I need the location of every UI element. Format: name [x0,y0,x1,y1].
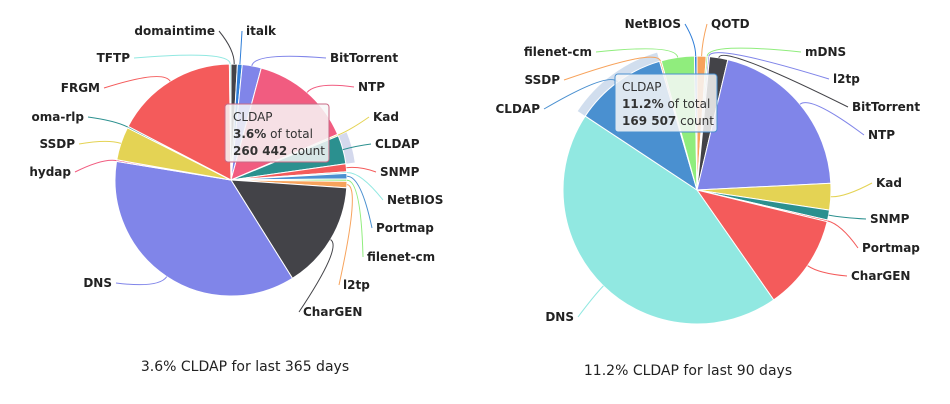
connector-cldap-365 [342,143,372,151]
connector-bittorrent-90 [718,54,849,108]
pie-connectors-90 [543,23,873,318]
slice-label-dns-90: DNS [545,310,574,324]
connector-kad-365 [337,116,370,136]
connector-filenet-cm-90 [595,48,679,58]
tooltip-pct-365: 3.6% [233,127,266,141]
slice-label-filenet-cm-90: filenet-cm [524,45,592,59]
connector-qotd-90 [701,23,708,57]
slice-label-mdns-90: mDNS [805,45,846,59]
pie-labels-90: QOTD mDNS l2tp BitTorrent NTP Kad SNMP Portmap C… [496,17,921,324]
connector-bittorrent-365 [251,55,327,67]
slice-label-kad-365: Kad [373,110,399,124]
tooltip-count-suffix-365: count [287,144,325,158]
tooltip-name-365: CLDAP [233,110,273,124]
tooltip-count-365: 260 442 [233,144,287,158]
tooltip-name-90: CLDAP [622,80,662,94]
slice-label-cldap-365: CLDAP [375,137,420,151]
slice-label-tftp-365: TFTP [97,51,131,65]
connector-mdns-90 [706,47,802,57]
connector-netbios-90 [684,23,697,57]
connector-ntp-365 [306,84,355,93]
connector-tftp-365 [133,54,231,65]
slice-label-domaintime-365: domaintime [134,24,215,38]
connector-domaintime-365 [218,30,235,65]
slice-label-snmp-365: SNMP [380,165,420,179]
slice-label-chargen-365: CharGEN [303,305,362,319]
slice-label-kad-90: Kad [876,176,902,190]
connector-l2tp-365 [338,184,353,286]
slice-label-l2tp-365: l2tp [343,278,370,292]
pie-chart-90-days: QOTD mDNS l2tp BitTorrent NTP Kad SNMP Portmap C… [496,17,921,379]
tooltip-pct-line-365: 3.6% of total [233,127,313,141]
tooltip-box-365 [224,103,330,163]
slice-label-ntp-365: NTP [358,80,385,94]
tooltip-pct-90: 11.2% [622,97,664,111]
tooltip-pct-line-90: 11.2% of total [622,97,710,111]
connector-l2tp-90 [708,52,830,80]
tooltip-count-line-90: 169 507 count [622,114,714,128]
tooltip-pct-suffix-90: of total [664,97,711,111]
connector-frgm-365 [103,76,171,89]
tooltip-count-90: 169 507 [622,114,676,128]
connector-filenet-cm-365 [346,179,364,258]
slice-label-ssdp-365: SSDP [39,137,75,151]
tooltip-365: CLDAP 3.6% of total 260 442 count [224,103,330,163]
slice-label-bittorrent-90: BitTorrent [852,100,920,114]
slice-label-chargen-90: CharGEN [851,269,910,283]
slice-label-qotd-90: QOTD [711,17,750,31]
connector-ssdp-90 [563,56,661,81]
slice-label-italk-365: italk [246,24,277,38]
tooltip-count-line-365: 260 442 count [233,144,325,158]
connector-snmp-365 [346,166,377,173]
slice-label-portmap-90: Portmap [862,241,920,255]
slice-chargen-90[interactable] [695,189,828,301]
slice-label-ssdp-90: SSDP [524,73,560,87]
connector-ssdp-365 [78,140,122,145]
tooltip-box-90 [614,73,718,133]
connector-kad-90 [830,182,873,198]
connector-dns-365 [115,276,168,286]
slice-label-ntp-90: NTP [868,128,895,142]
pie-slices-365 [114,63,355,297]
slice-label-hydap-365: hydap [29,165,71,179]
pie-labels-365: domaintime italk BitTorrent NTP Kad CLDAP SNMP… [29,24,443,319]
connector-portmap-365 [346,175,373,229]
slice-label-portmap-365: Portmap [376,221,434,235]
connector-hydap-365 [74,159,117,173]
connector-italk-365 [239,30,243,65]
connector-netbios-365 [346,172,384,201]
slice-label-netbios-365: NetBIOS [387,193,443,207]
slice-label-bittorrent-365: BitTorrent [330,51,398,65]
connector-ntp-90 [799,102,865,136]
tooltip-90: CLDAP 11.2% of total 169 507 count [614,73,718,133]
slice-label-snmp-90: SNMP [870,212,910,226]
connector-dns-90 [577,285,604,318]
connector-chargen-365 [298,239,334,313]
slice-dns-90[interactable] [562,115,775,325]
connector-oma-rlp-365 [87,116,129,128]
pie-connectors-365 [74,30,384,313]
slice-chargen-365[interactable] [230,179,348,280]
slice-label-cldap-90: CLDAP [496,102,541,116]
slice-label-netbios-90: NetBIOS [625,17,681,31]
slice-frgm-365[interactable] [127,63,232,181]
caption-365-days: 3.6% CLDAP for last 365 days [141,359,349,375]
connector-snmp-90 [828,214,867,220]
slice-label-dns-365: DNS [83,276,112,290]
connector-chargen-90 [807,265,848,277]
tooltip-count-suffix-90: count [676,114,714,128]
slice-label-frgm-365: FRGM [61,81,100,95]
slice-label-oma-rlp-365: oma-rlp [32,110,85,124]
slice-label-l2tp-90: l2tp [833,72,860,86]
pie-chart-365-days: domaintime italk BitTorrent NTP Kad CLDAP SNMP… [29,24,443,375]
caption-90-days: 11.2% CLDAP for last 90 days [584,363,792,379]
connector-portmap-90 [827,220,859,249]
slice-label-filenet-cm-365: filenet-cm [367,250,435,264]
tooltip-pct-suffix-365: of total [266,127,313,141]
